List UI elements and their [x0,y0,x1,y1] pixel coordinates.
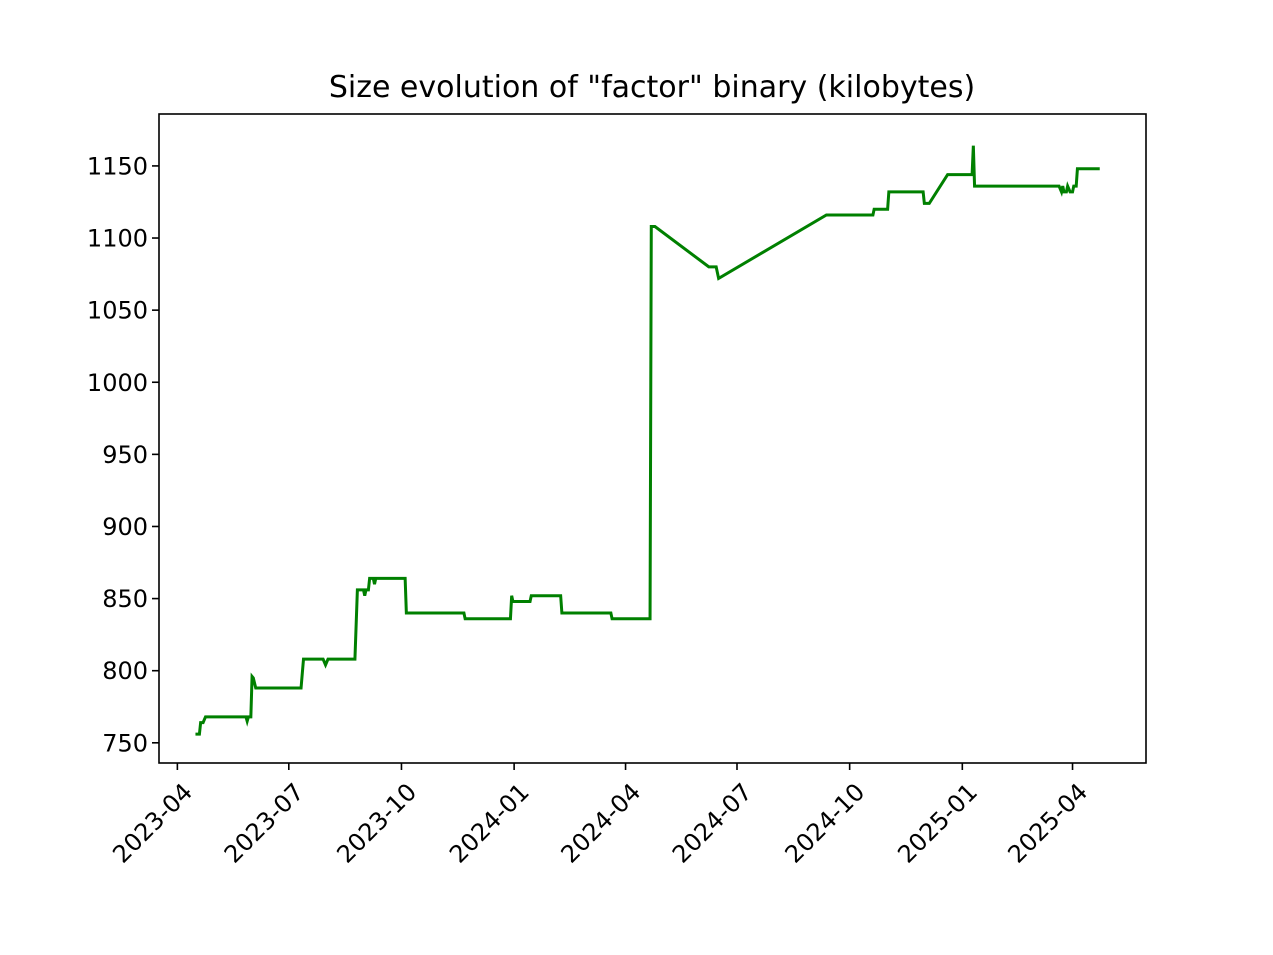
plot-frame [158,113,1147,764]
y-tick-label: 950 [102,441,148,469]
y-tick-label: 800 [102,657,148,685]
y-tick-label: 1150 [87,152,148,180]
y-tick-label: 1000 [87,369,148,397]
y-axis: 750 800 850 900 950 1000 1050 1100 1150 [87,152,159,757]
series-line-0 [195,145,1100,736]
plot-area [195,145,1100,736]
y-tick-label: 1100 [87,225,148,253]
y-tick-label: 1050 [87,297,148,325]
y-tick-label: 850 [102,585,148,613]
y-tick-label: 750 [102,729,148,757]
y-tick-label: 900 [102,513,148,541]
chart-title: Size evolution of "factor" binary (kilob… [329,70,975,105]
